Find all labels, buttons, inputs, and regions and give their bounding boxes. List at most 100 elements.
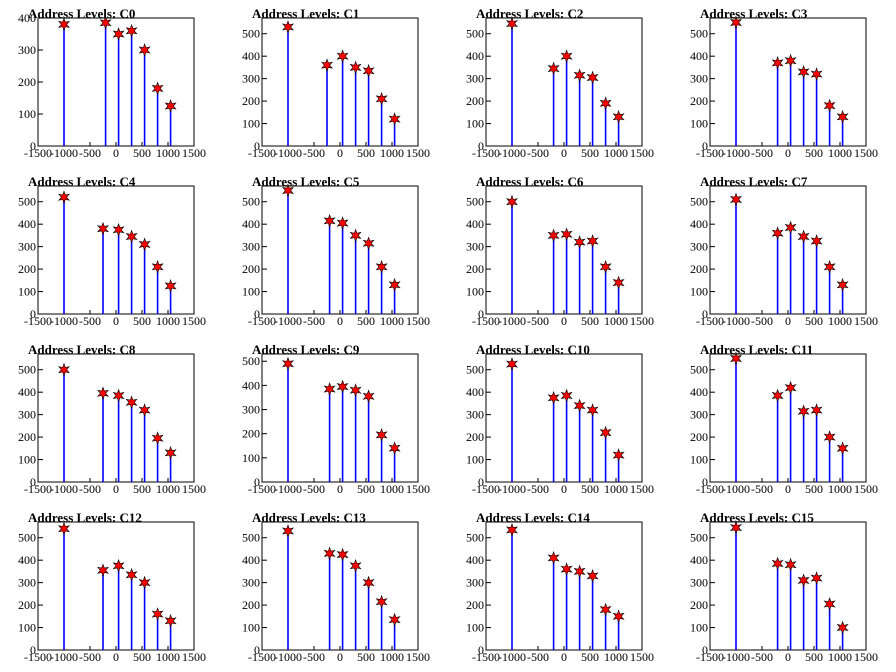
- peak-marker: [125, 23, 138, 38]
- peak-marker: [388, 277, 401, 292]
- y-tick-label: 400: [690, 49, 708, 63]
- peak-marker: [810, 403, 823, 418]
- y-tick-label: 100: [18, 453, 36, 467]
- y-tick-label: 400: [690, 553, 708, 567]
- y-tick-label: 0: [478, 307, 484, 321]
- y-tick-label: 400: [466, 385, 484, 399]
- peak-marker: [823, 259, 836, 274]
- y-tick-label: 500: [466, 531, 484, 545]
- peak-marker: [349, 60, 362, 75]
- x-tick-label: 0: [337, 482, 343, 496]
- x-tick-label: -1000: [498, 314, 526, 328]
- y-tick-label: 300: [18, 240, 36, 254]
- y-tick-label: 400: [466, 553, 484, 567]
- peak-marker: [151, 81, 164, 96]
- y-tick-label: 500: [466, 363, 484, 377]
- peak-marker: [771, 556, 784, 571]
- x-tick-label: 500: [133, 482, 151, 496]
- y-tick-label: 400: [690, 217, 708, 231]
- x-tick-label: 1000: [604, 482, 628, 496]
- x-tick-label: 500: [581, 482, 599, 496]
- peak-marker: [164, 445, 177, 460]
- y-tick-label: 0: [478, 139, 484, 153]
- x-tick-label: 500: [805, 650, 823, 664]
- x-tick-label: -500: [527, 314, 549, 328]
- panel-13: Address Levels: C13 0 100 200 300 400 500 -1500…: [242, 510, 430, 664]
- peak-marker: [729, 192, 743, 207]
- peak-marker: [138, 237, 151, 252]
- peak-marker: [323, 382, 336, 396]
- y-tick-label: 500: [18, 363, 36, 377]
- peak-marker: [560, 388, 573, 403]
- y-tick-label: 100: [690, 621, 708, 635]
- y-tick-label: 200: [466, 598, 484, 612]
- x-tick-label: -500: [303, 314, 325, 328]
- y-tick-label: 400: [242, 553, 260, 567]
- x-tick-label: 500: [805, 314, 823, 328]
- chart-title: Address Levels: C11: [700, 342, 813, 357]
- x-tick-label: -1500: [248, 314, 276, 328]
- x-tick-label: -500: [751, 482, 773, 496]
- x-tick-label: 0: [113, 314, 119, 328]
- y-tick-label: 0: [254, 307, 260, 321]
- x-tick-label: 500: [357, 482, 375, 496]
- x-tick-label: -500: [751, 650, 773, 664]
- peak-marker: [599, 259, 612, 274]
- peak-marker: [810, 571, 823, 586]
- y-tick-label: 100: [466, 453, 484, 467]
- x-tick-label: -1500: [24, 482, 52, 496]
- peak-marker: [810, 234, 823, 248]
- y-tick-label: 400: [18, 553, 36, 567]
- y-tick-label: 0: [478, 643, 484, 657]
- peak-marker: [771, 226, 784, 241]
- y-tick-label: 400: [242, 49, 260, 63]
- x-tick-label: -1500: [24, 650, 52, 664]
- x-tick-label: 500: [357, 314, 375, 328]
- y-tick-label: 500: [242, 27, 260, 41]
- y-tick-label: 100: [466, 621, 484, 635]
- y-tick-label: 300: [18, 576, 36, 590]
- panel-14: Address Levels: C14 0 100 200 300 400 500 -1500…: [466, 510, 654, 664]
- peak-marker: [797, 64, 810, 79]
- x-tick-label: 1000: [380, 314, 404, 328]
- y-tick-label: 100: [242, 621, 260, 635]
- panel-9: Address Levels: C90100200300400500-1500-…: [242, 342, 430, 496]
- peak-marker: [375, 91, 388, 106]
- peak-marker: [771, 388, 784, 403]
- y-tick-label: 100: [242, 117, 260, 131]
- x-tick-label: 1500: [182, 482, 206, 496]
- peak-marker: [560, 49, 573, 64]
- y-tick-label: 500: [690, 195, 708, 209]
- y-tick-label: 0: [702, 475, 708, 489]
- peak-marker: [375, 427, 388, 442]
- x-tick-label: 0: [113, 146, 119, 160]
- chart-title: Address Levels: C2: [476, 6, 583, 21]
- peak-marker: [612, 275, 625, 290]
- x-tick-label: 0: [113, 650, 119, 664]
- panel-1: Address Levels: C10100200300400500-1500-…: [242, 6, 430, 160]
- peak-marker: [151, 607, 164, 622]
- y-tick-label: 400: [466, 217, 484, 231]
- peak-marker: [810, 67, 823, 82]
- x-tick-label: -1000: [274, 482, 302, 496]
- x-tick-label: -1500: [24, 146, 52, 160]
- x-tick-label: 500: [133, 314, 151, 328]
- peak-marker: [586, 403, 599, 418]
- x-tick-label: 0: [561, 650, 567, 664]
- y-tick-label: 300: [466, 408, 484, 422]
- peak-marker: [729, 15, 743, 30]
- x-tick-label: -1500: [248, 650, 276, 664]
- y-tick-label: 500: [242, 354, 260, 368]
- peak-marker: [375, 594, 388, 609]
- y-tick-label: 0: [254, 643, 260, 657]
- y-tick-label: 0: [254, 139, 260, 153]
- x-tick-label: -1500: [472, 146, 500, 160]
- peak-marker: [823, 430, 836, 445]
- x-tick-label: -1000: [722, 650, 750, 664]
- x-tick-label: 1500: [406, 146, 430, 160]
- peak-marker: [362, 389, 375, 404]
- peak-marker: [138, 403, 151, 418]
- x-tick-label: 1000: [380, 482, 404, 496]
- y-tick-label: 0: [702, 307, 708, 321]
